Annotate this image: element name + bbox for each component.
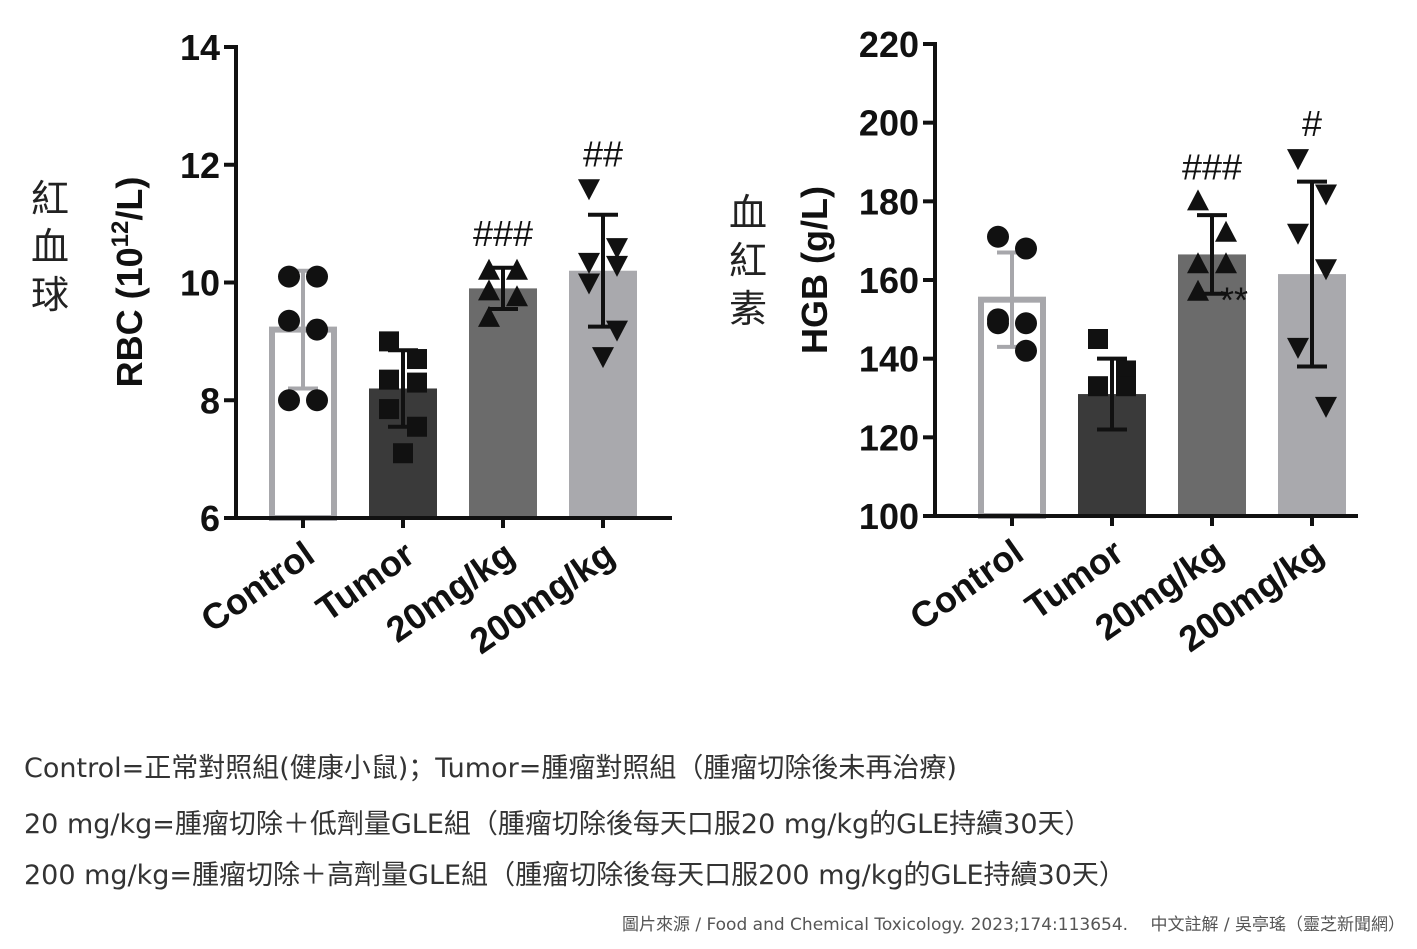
y-axis-label-unit: /L) [109, 177, 150, 221]
y-tick-label: 180 [859, 181, 919, 222]
data-point [578, 252, 600, 274]
side-label-chinese: 紅血球 [31, 177, 69, 317]
data-point [278, 389, 300, 412]
data-point [1015, 312, 1037, 335]
caption-line-2: 20 mg/kg=腫瘤切除＋低劑量GLE組（腫瘤切除後每天口服20 mg/kg的… [24, 809, 1092, 840]
data-point [1315, 184, 1337, 206]
data-point [407, 416, 427, 437]
data-point [1015, 339, 1037, 362]
caption-line-3: 200 mg/kg=腫瘤切除＋高劑量GLE組（腫瘤切除後每天口服200 mg/k… [24, 860, 1126, 891]
y-axis-label-main: HGB (g/L) [794, 186, 835, 354]
y-tick-label: 200 [859, 103, 919, 144]
data-point [1187, 252, 1209, 274]
chart-1: 68101214ControlTumor20mg/kg200mg/kg#####… [31, 27, 672, 662]
charts-area: 68101214ControlTumor20mg/kg200mg/kg#####… [31, 24, 1358, 662]
data-point [1215, 252, 1237, 274]
x-tick-label: Control [902, 531, 1030, 638]
data-point [379, 399, 399, 420]
data-point [478, 258, 500, 280]
y-axis-label-main: RBC (10 [109, 247, 150, 387]
data-point [1287, 337, 1309, 359]
y-tick-label: 8 [200, 380, 220, 421]
data-point [578, 179, 600, 201]
data-point [606, 238, 628, 260]
y-tick-label: 12 [180, 145, 220, 186]
y-tick-label: 120 [859, 417, 919, 458]
data-point [1315, 396, 1337, 418]
data-point [1187, 279, 1209, 301]
chart-2: 100120140160180200220ControlTumor20mg/kg… [729, 24, 1358, 660]
side-label-chinese: 血紅素 [729, 191, 767, 331]
image-source-credit: 圖片來源 / Food and Chemical Toxicology. 202… [621, 915, 1405, 935]
data-point [987, 225, 1009, 248]
data-point [606, 320, 628, 342]
significance-label: ### [473, 213, 533, 254]
significance-label: ### [1182, 146, 1242, 187]
data-point [379, 331, 399, 352]
data-point [1287, 223, 1309, 245]
bar-note-label: ** [1220, 279, 1248, 320]
y-axis-label-superscript: 12 [107, 221, 134, 248]
data-point [1116, 360, 1136, 381]
data-point [1088, 329, 1108, 349]
data-point [592, 347, 614, 369]
data-point [407, 349, 427, 370]
data-point [506, 258, 528, 280]
data-point [1287, 149, 1309, 171]
data-point [278, 265, 300, 288]
data-point [306, 389, 328, 412]
data-point [478, 305, 500, 327]
data-point [393, 443, 413, 464]
caption-line-1: Control=正常對照組(健康小鼠)；Tumor=腫瘤對照組（腫瘤切除後未再治… [24, 753, 957, 784]
side-label-char: 球 [31, 273, 69, 317]
data-point [1116, 376, 1136, 397]
bar-20mgkg [469, 288, 537, 518]
y-axis-label: HGB (g/L) [794, 186, 835, 354]
y-tick-label: 140 [859, 339, 919, 380]
data-point [987, 312, 1009, 335]
x-tick-label: Control [193, 533, 321, 640]
data-point [478, 279, 500, 301]
y-tick-label: 220 [859, 24, 919, 65]
y-tick-label: 100 [859, 496, 919, 537]
data-point [379, 369, 399, 390]
data-point [578, 273, 600, 295]
data-point [506, 285, 528, 307]
side-label-char: 紅 [31, 177, 69, 221]
side-label-char: 血 [729, 191, 767, 235]
data-point [1088, 376, 1108, 397]
data-point [1315, 259, 1337, 281]
y-tick-label: 160 [859, 260, 919, 301]
data-point [407, 372, 427, 393]
data-point [1187, 189, 1209, 211]
data-point [278, 309, 300, 332]
significance-label: # [1302, 103, 1322, 144]
data-point [306, 265, 328, 288]
data-point [606, 255, 628, 277]
y-axis-label: RBC (1012/L) [107, 177, 150, 388]
y-tick-label: 6 [200, 498, 220, 539]
y-tick-label: 14 [180, 27, 220, 68]
significance-label: ## [583, 133, 623, 174]
side-label-char: 血 [31, 225, 69, 269]
side-label-char: 素 [729, 287, 767, 331]
data-point [306, 318, 328, 341]
data-point [1215, 220, 1237, 242]
side-label-char: 紅 [729, 239, 767, 283]
data-point [1015, 237, 1037, 260]
y-tick-label: 10 [180, 263, 220, 304]
